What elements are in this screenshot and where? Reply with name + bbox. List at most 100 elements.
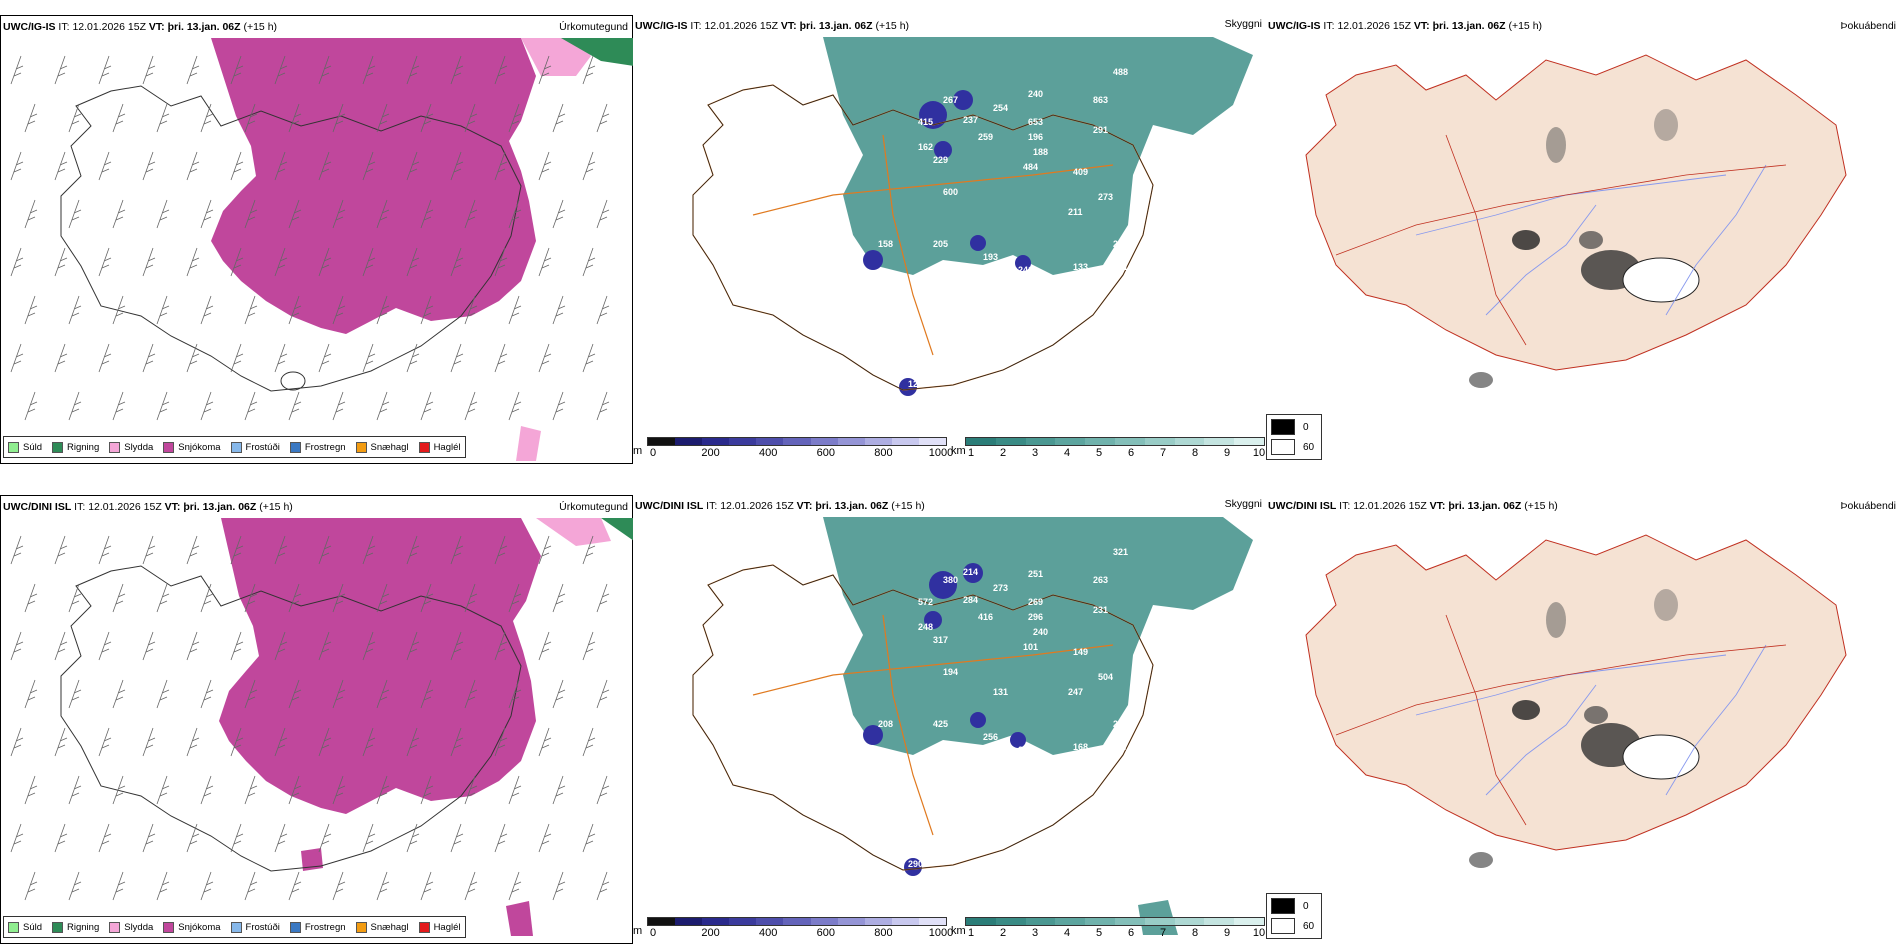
- colorbar-segment: [1144, 918, 1175, 925]
- wind-barb: [494, 55, 508, 85]
- cloud-base-value: 241: [1018, 265, 1033, 275]
- visibility-map: 640 321 251 380 273 572 284 269 263 231 416 296 248 2…: [692, 509, 1253, 935]
- colorbar-tick-label: 2: [999, 447, 1007, 459]
- wind-barb: [230, 631, 244, 661]
- wind-barb: [450, 151, 464, 181]
- cloud-base-value: 227: [1113, 742, 1128, 752]
- wind-barb: [156, 679, 170, 709]
- wind-barb: [200, 295, 214, 325]
- colorbar-segment: [837, 918, 865, 925]
- cloud-base-value: 484: [1023, 162, 1038, 172]
- wind-barb: [376, 391, 390, 421]
- colorbar-unit: m: [633, 445, 643, 457]
- cloud-base-value: 255: [1153, 627, 1168, 637]
- wind-barb: [24, 199, 38, 229]
- wind-barb: [318, 535, 332, 565]
- panel-variable-name: Úrkomutegund: [559, 21, 628, 33]
- wind-barb: [230, 343, 244, 373]
- wind-barb: [200, 775, 214, 805]
- fog-patches: [1469, 589, 1700, 868]
- fog-legend-item: 60: [1267, 435, 1321, 455]
- wind-barb: [450, 823, 464, 853]
- wind-barb: [274, 247, 288, 277]
- wind-barb: [274, 343, 288, 373]
- wind-barb: [332, 391, 346, 421]
- fog-legend-item: 0: [1267, 894, 1321, 914]
- colorbar-strip: [965, 437, 1265, 446]
- colorbar-segment: [1055, 918, 1086, 925]
- cloud-base-value: 600: [943, 187, 958, 197]
- visibility-panel-row1: 694 488 240 267 254 415 237 653 863 291 259 196 162 1…: [633, 15, 1266, 464]
- colorbar-segment: [648, 918, 676, 925]
- wind-barb: [274, 631, 288, 661]
- wind-barb: [406, 823, 420, 853]
- cloud-base-value: 188: [1033, 147, 1048, 157]
- wind-barb: [376, 199, 390, 229]
- precip-type-legend: Súld Rigning Slydda Snjókoma Frostúði Frostre…: [3, 436, 466, 458]
- wind-barb: [186, 343, 200, 373]
- wind-barb: [420, 391, 434, 421]
- cloud-base-value: 273: [1098, 192, 1113, 202]
- colorbar-segment: [918, 438, 947, 445]
- wind-barb: [464, 583, 478, 613]
- colorbar-tick-label: 400: [759, 927, 778, 939]
- wind-barb: [450, 247, 464, 277]
- wind-barb: [24, 103, 38, 133]
- legend-label: Rigning: [67, 921, 100, 933]
- wind-barb: [10, 247, 24, 277]
- wind-barb: [494, 535, 508, 565]
- wind-barb: [582, 55, 596, 85]
- cloud-base-value: 231: [1093, 605, 1108, 615]
- wind-barb: [244, 583, 258, 613]
- wind-barb: [24, 775, 38, 805]
- wind-barb: [508, 391, 522, 421]
- colorbar-tick-label: 9: [1223, 927, 1231, 939]
- wind-barb: [156, 199, 170, 229]
- wind-barb: [186, 535, 200, 565]
- wind-barb: [406, 151, 420, 181]
- legend-label: Snæhagl: [370, 441, 409, 453]
- wind-barb: [582, 151, 596, 181]
- legend-label: Frostúði: [245, 441, 280, 453]
- wind-barb: [596, 679, 610, 709]
- coastline: [692, 84, 1154, 391]
- cloud-base-value: 254: [1018, 745, 1033, 755]
- coastline: [60, 565, 522, 872]
- cloud-base-value: 290: [908, 859, 923, 869]
- wind-barb: [376, 871, 390, 901]
- legend-label: Slydda: [124, 441, 154, 453]
- wind-barb: [362, 151, 376, 181]
- wind-barb: [288, 871, 302, 901]
- wind-barb: [288, 391, 302, 421]
- wind-barb: [450, 55, 464, 85]
- cloud-base-value: 193: [983, 252, 998, 262]
- rain-area: [561, 38, 634, 66]
- wind-barb: [112, 391, 126, 421]
- wind-barb: [230, 535, 244, 565]
- precip-type-legend: Súld Rigning Slydda Snjókoma Frostúði Frostre…: [3, 916, 466, 938]
- legend-swatch: [230, 921, 242, 933]
- legend-swatch: [8, 921, 19, 933]
- legend-item: Snjókoma: [163, 441, 221, 453]
- wind-barb: [142, 343, 156, 373]
- precip-type-panel-row2: UWC/DINI ISL IT: 12.01.2026 15Z VT: þri.…: [0, 495, 634, 944]
- colorbar-tick-label: 2: [999, 927, 1007, 939]
- colorbar-segment: [918, 918, 947, 925]
- colorbar-segment: [864, 438, 892, 445]
- cloud-base-value: 640: [1223, 509, 1238, 519]
- wind-barb: [318, 631, 332, 661]
- wind-barb: [186, 247, 200, 277]
- cloud-base-value: 488: [1113, 67, 1128, 77]
- wind-barb: [24, 391, 38, 421]
- cloud-base-value: 296: [1028, 612, 1043, 622]
- wind-barb: [582, 247, 596, 277]
- wind-barb: [538, 727, 552, 757]
- colorbar-tick-label: 10: [1252, 447, 1266, 459]
- cloud-base-value: 380: [943, 575, 958, 585]
- wind-barb: [420, 295, 434, 325]
- wind-barb: [24, 295, 38, 325]
- fog-legend-swatch: [1271, 898, 1295, 914]
- wind-barb: [406, 343, 420, 373]
- wind-barb: [112, 103, 126, 133]
- legend-item: Slydda: [109, 921, 153, 933]
